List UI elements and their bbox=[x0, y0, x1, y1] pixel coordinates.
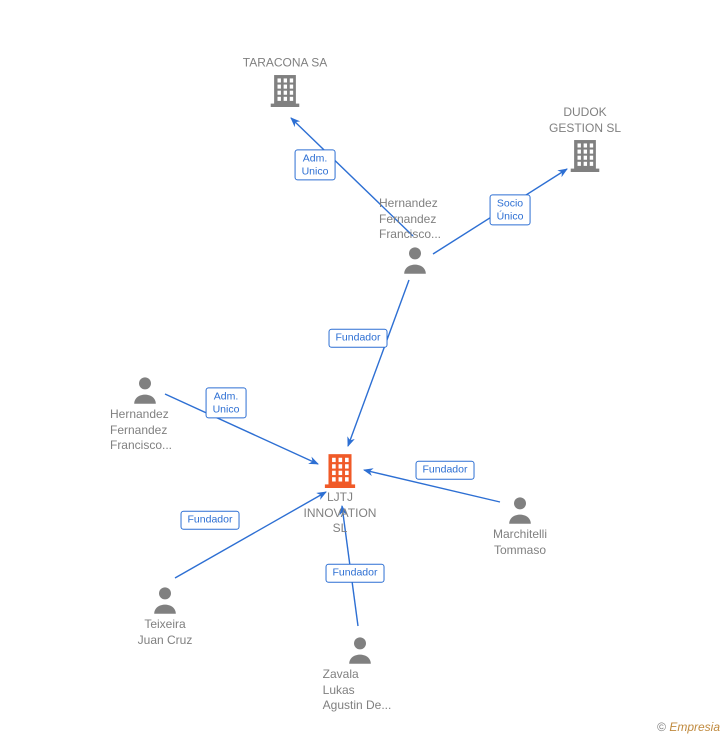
person-icon[interactable] bbox=[349, 637, 371, 663]
node-label[interactable]: TARACONA SA bbox=[243, 55, 327, 71]
person-icon[interactable] bbox=[404, 247, 426, 273]
edge-line bbox=[348, 280, 409, 446]
edge-label: Fundador bbox=[329, 329, 388, 348]
node-label[interactable]: Hernandez Fernandez Francisco... bbox=[379, 196, 441, 243]
edge-label: Socio Único bbox=[490, 194, 531, 225]
brand-name: Empresia bbox=[669, 720, 720, 734]
node-label[interactable]: Zavala Lukas Agustin De... bbox=[323, 667, 392, 714]
copyright-symbol: © bbox=[657, 720, 666, 734]
node-label[interactable]: Marchitelli Tommaso bbox=[493, 527, 547, 558]
edge-label: Adm. Unico bbox=[206, 387, 247, 418]
edge-label: Fundador bbox=[416, 461, 475, 480]
watermark: © Empresia bbox=[657, 720, 720, 734]
company-icon[interactable] bbox=[271, 75, 300, 107]
edge-label: Adm. Unico bbox=[295, 149, 336, 180]
person-icon[interactable] bbox=[134, 377, 156, 403]
person-icon[interactable] bbox=[154, 587, 176, 613]
company-icon[interactable] bbox=[571, 140, 600, 172]
edge-label: Fundador bbox=[181, 511, 240, 530]
node-label[interactable]: Hernandez Fernandez Francisco... bbox=[110, 407, 172, 454]
person-icon[interactable] bbox=[509, 497, 531, 523]
company-icon[interactable] bbox=[325, 454, 355, 488]
node-taracona: TARACONA SA bbox=[225, 55, 345, 73]
node-label[interactable]: DUDOK GESTION SL bbox=[549, 105, 621, 136]
node-label[interactable]: LJTJ INNOVATION SL bbox=[304, 490, 377, 537]
node-label[interactable]: Teixeira Juan Cruz bbox=[138, 617, 193, 648]
edge-label: Fundador bbox=[326, 564, 385, 583]
